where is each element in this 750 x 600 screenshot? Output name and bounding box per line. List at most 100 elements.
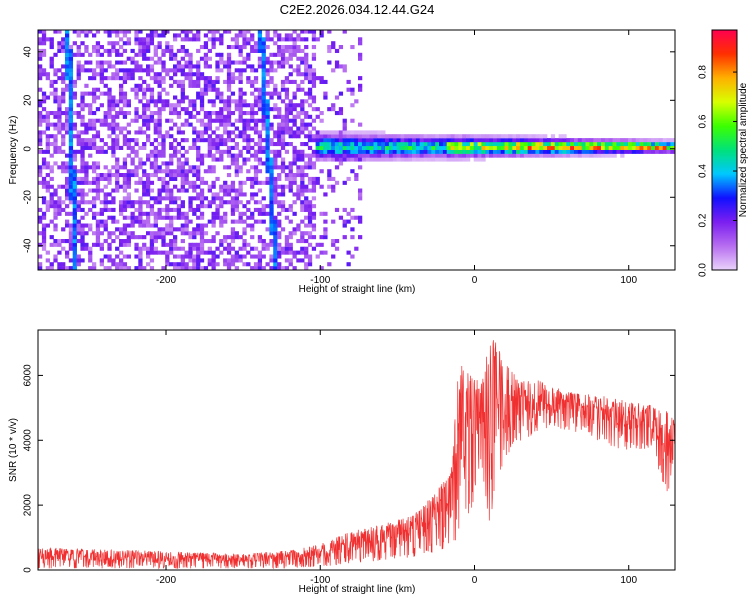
spectrogram-cell: [593, 153, 598, 158]
spectrogram-cell: [41, 200, 47, 205]
spectrogram-cell: [45, 165, 50, 170]
spectrogram-cell: [80, 68, 85, 73]
spectrogram-cell: [165, 215, 170, 220]
spectrogram-cell: [115, 235, 120, 240]
spectrogram-cell: [323, 219, 328, 224]
spectrogram-cell: [226, 83, 232, 88]
spectrogram-cell: [423, 153, 428, 158]
spectrogram-cell: [115, 262, 120, 267]
spectrogram-cell: [585, 145, 590, 150]
spectrogram-cell: [88, 111, 93, 116]
spectrogram-cell: [261, 161, 266, 166]
spectrogram-cell: [304, 99, 309, 104]
spectrogram-cell: [61, 134, 66, 139]
spectrogram-cell: [577, 149, 583, 154]
spectrogram-cell: [315, 157, 320, 162]
spectrogram-cell: [184, 266, 189, 270]
spectrogram-cell: [134, 52, 139, 57]
spectrogram-cell: [246, 79, 251, 84]
spectrogram-cell: [146, 176, 151, 181]
spectrogram-cell: [45, 142, 50, 147]
spectrogram-cell: [203, 169, 209, 174]
spectrogram-cell: [122, 184, 128, 189]
spectrogram-cell: [184, 211, 189, 216]
spectrogram-cell: [115, 184, 120, 189]
spectrogram-cell: [92, 231, 97, 236]
spectrogram-cell: [80, 165, 85, 170]
spectrogram-cell: [253, 180, 259, 185]
spectrogram-cell: [211, 211, 216, 216]
spectrogram-cell: [300, 79, 305, 84]
spectrogram-cell: [49, 153, 54, 158]
spectrogram-cell: [92, 215, 97, 220]
spectrogram-cell: [38, 68, 43, 73]
spectrogram-cell: [435, 145, 440, 150]
spectrogram-cell: [273, 246, 278, 251]
spectrogram-cell: [242, 30, 247, 34]
spectrogram-cell: [38, 180, 43, 185]
spectrogram-cell: [196, 68, 201, 73]
spectrogram-cell: [184, 188, 189, 193]
spectrogram-cell: [597, 145, 602, 150]
spectrogram-cell: [126, 231, 131, 236]
spectrogram-cell: [473, 153, 478, 158]
spectrogram-cell: [99, 60, 104, 65]
spectrogram-cell: [427, 134, 432, 139]
spectrogram-cell: [88, 138, 93, 143]
spectrogram-cell: [173, 33, 178, 38]
spectrogram-cell: [304, 223, 309, 228]
spectrogram-cell: [80, 95, 85, 100]
spectrogram-cell: [296, 64, 301, 69]
spectrogram-cell: [65, 169, 70, 174]
colorbar-tick-label: 0.6: [698, 114, 709, 128]
spectrogram-cell: [119, 60, 124, 65]
spectrogram-cell: [520, 149, 525, 154]
spectrogram-cell: [45, 145, 50, 150]
spectrogram-cell: [462, 134, 467, 139]
spectrogram-cell: [68, 95, 74, 100]
spectrogram-cell: [292, 176, 297, 181]
spectrogram-cell: [188, 165, 193, 170]
spectrogram-cell: [327, 184, 332, 189]
spectrogram-cell: [68, 157, 74, 162]
spectrogram-cell: [153, 250, 158, 255]
spectrogram-cell: [76, 219, 81, 224]
spectrogram-cell: [38, 231, 43, 236]
spectrogram-cell: [149, 223, 155, 228]
spectrogram-cell: [361, 149, 367, 154]
spectrogram-cell: [211, 250, 216, 255]
spectrogram-cell: [304, 64, 309, 69]
spectrogram-cell: [257, 48, 263, 53]
spectrogram-cell: [38, 215, 43, 220]
spectrogram-cell: [624, 142, 629, 147]
spectrogram-cell: [280, 266, 286, 270]
spectrogram-cell: [269, 196, 274, 201]
spectrogram-cell: [188, 204, 193, 209]
spectrogram-cell: [134, 153, 139, 158]
spectrogram-cell: [92, 196, 97, 201]
spectrogram-cell: [219, 184, 224, 189]
spectrogram-cell: [142, 192, 147, 197]
spectrogram-cell: [562, 149, 567, 154]
spectrogram-cell: [230, 262, 236, 267]
snr-y-tick-label: 2000: [23, 494, 34, 517]
spectrogram-cell: [311, 235, 317, 240]
spectrogram-cell: [269, 239, 274, 244]
spectrogram-cell: [142, 114, 147, 119]
spectrogram-cell: [157, 83, 162, 88]
spectrogram-cell: [570, 149, 575, 154]
spectrogram-cell: [72, 196, 77, 201]
spectrogram-cell: [68, 258, 74, 263]
spectrogram-cell: [88, 153, 93, 158]
spectrogram-cell: [203, 56, 209, 61]
spectrogram-cell: [92, 118, 97, 123]
spectrogram-cell: [300, 192, 305, 197]
spectrogram-cell: [466, 153, 471, 158]
spectrogram-cell: [68, 68, 74, 73]
spectrogram-cell: [242, 99, 247, 104]
spectrogram-cell: [80, 142, 85, 147]
spectrogram-cell: [38, 262, 43, 267]
spectrogram-cell: [72, 231, 77, 236]
spectrogram-cell: [115, 134, 120, 139]
spectrogram-cell: [323, 79, 328, 84]
